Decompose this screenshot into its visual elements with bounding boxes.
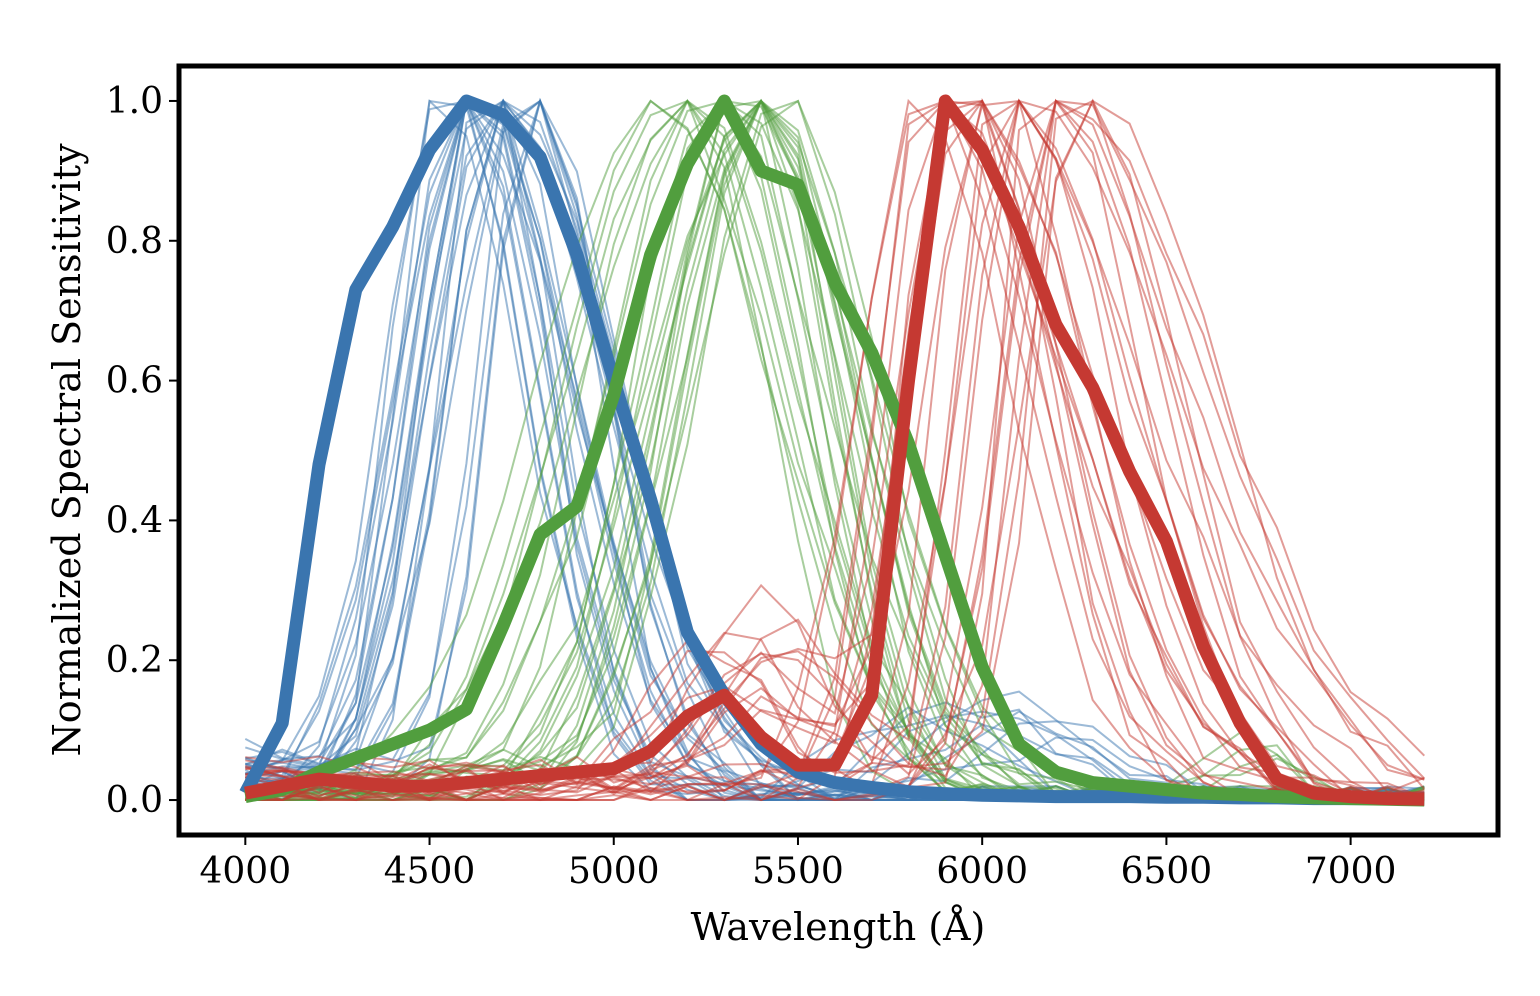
- x-tick-label: 4000: [200, 851, 292, 892]
- curves-layer: [239, 94, 1426, 807]
- x-tick-label: 6500: [1121, 851, 1213, 892]
- red-camera-curve: [245, 99, 1426, 786]
- red-camera-curve: [245, 98, 1425, 802]
- y-tick-label: 0.0: [106, 780, 163, 821]
- x-axis-label: Wavelength (Å): [691, 905, 986, 949]
- green-mean-curve: [244, 94, 1425, 807]
- x-tick-label: 6000: [936, 851, 1028, 892]
- x-axis-ticks: 4000 4500 5000 5500 6000 6500 7000: [200, 835, 1397, 892]
- y-tick-label: 1.0: [106, 81, 163, 122]
- y-tick-label: 0.4: [106, 500, 163, 541]
- green-camera-curve: [245, 99, 1425, 802]
- y-axis-ticks: 0.0 0.2 0.4 0.6 0.8 1.0: [106, 81, 179, 821]
- red-camera-curve: [245, 99, 1425, 802]
- red-camera-curve: [244, 99, 1425, 801]
- x-tick-label: 5000: [568, 851, 660, 892]
- x-tick-label: 4500: [384, 851, 476, 892]
- x-tick-label: 5500: [752, 851, 844, 892]
- x-tick-label: 7000: [1305, 851, 1397, 892]
- y-axis-label: Normalized Spectral Sensitivity: [45, 143, 89, 757]
- y-tick-label: 0.2: [106, 640, 163, 681]
- plot-area-frame: [176, 63, 1501, 838]
- y-tick-label: 0.6: [106, 361, 163, 402]
- red-mean-curve: [244, 94, 1425, 806]
- green-camera-curve: [245, 99, 1425, 802]
- y-tick-label: 0.8: [106, 221, 163, 262]
